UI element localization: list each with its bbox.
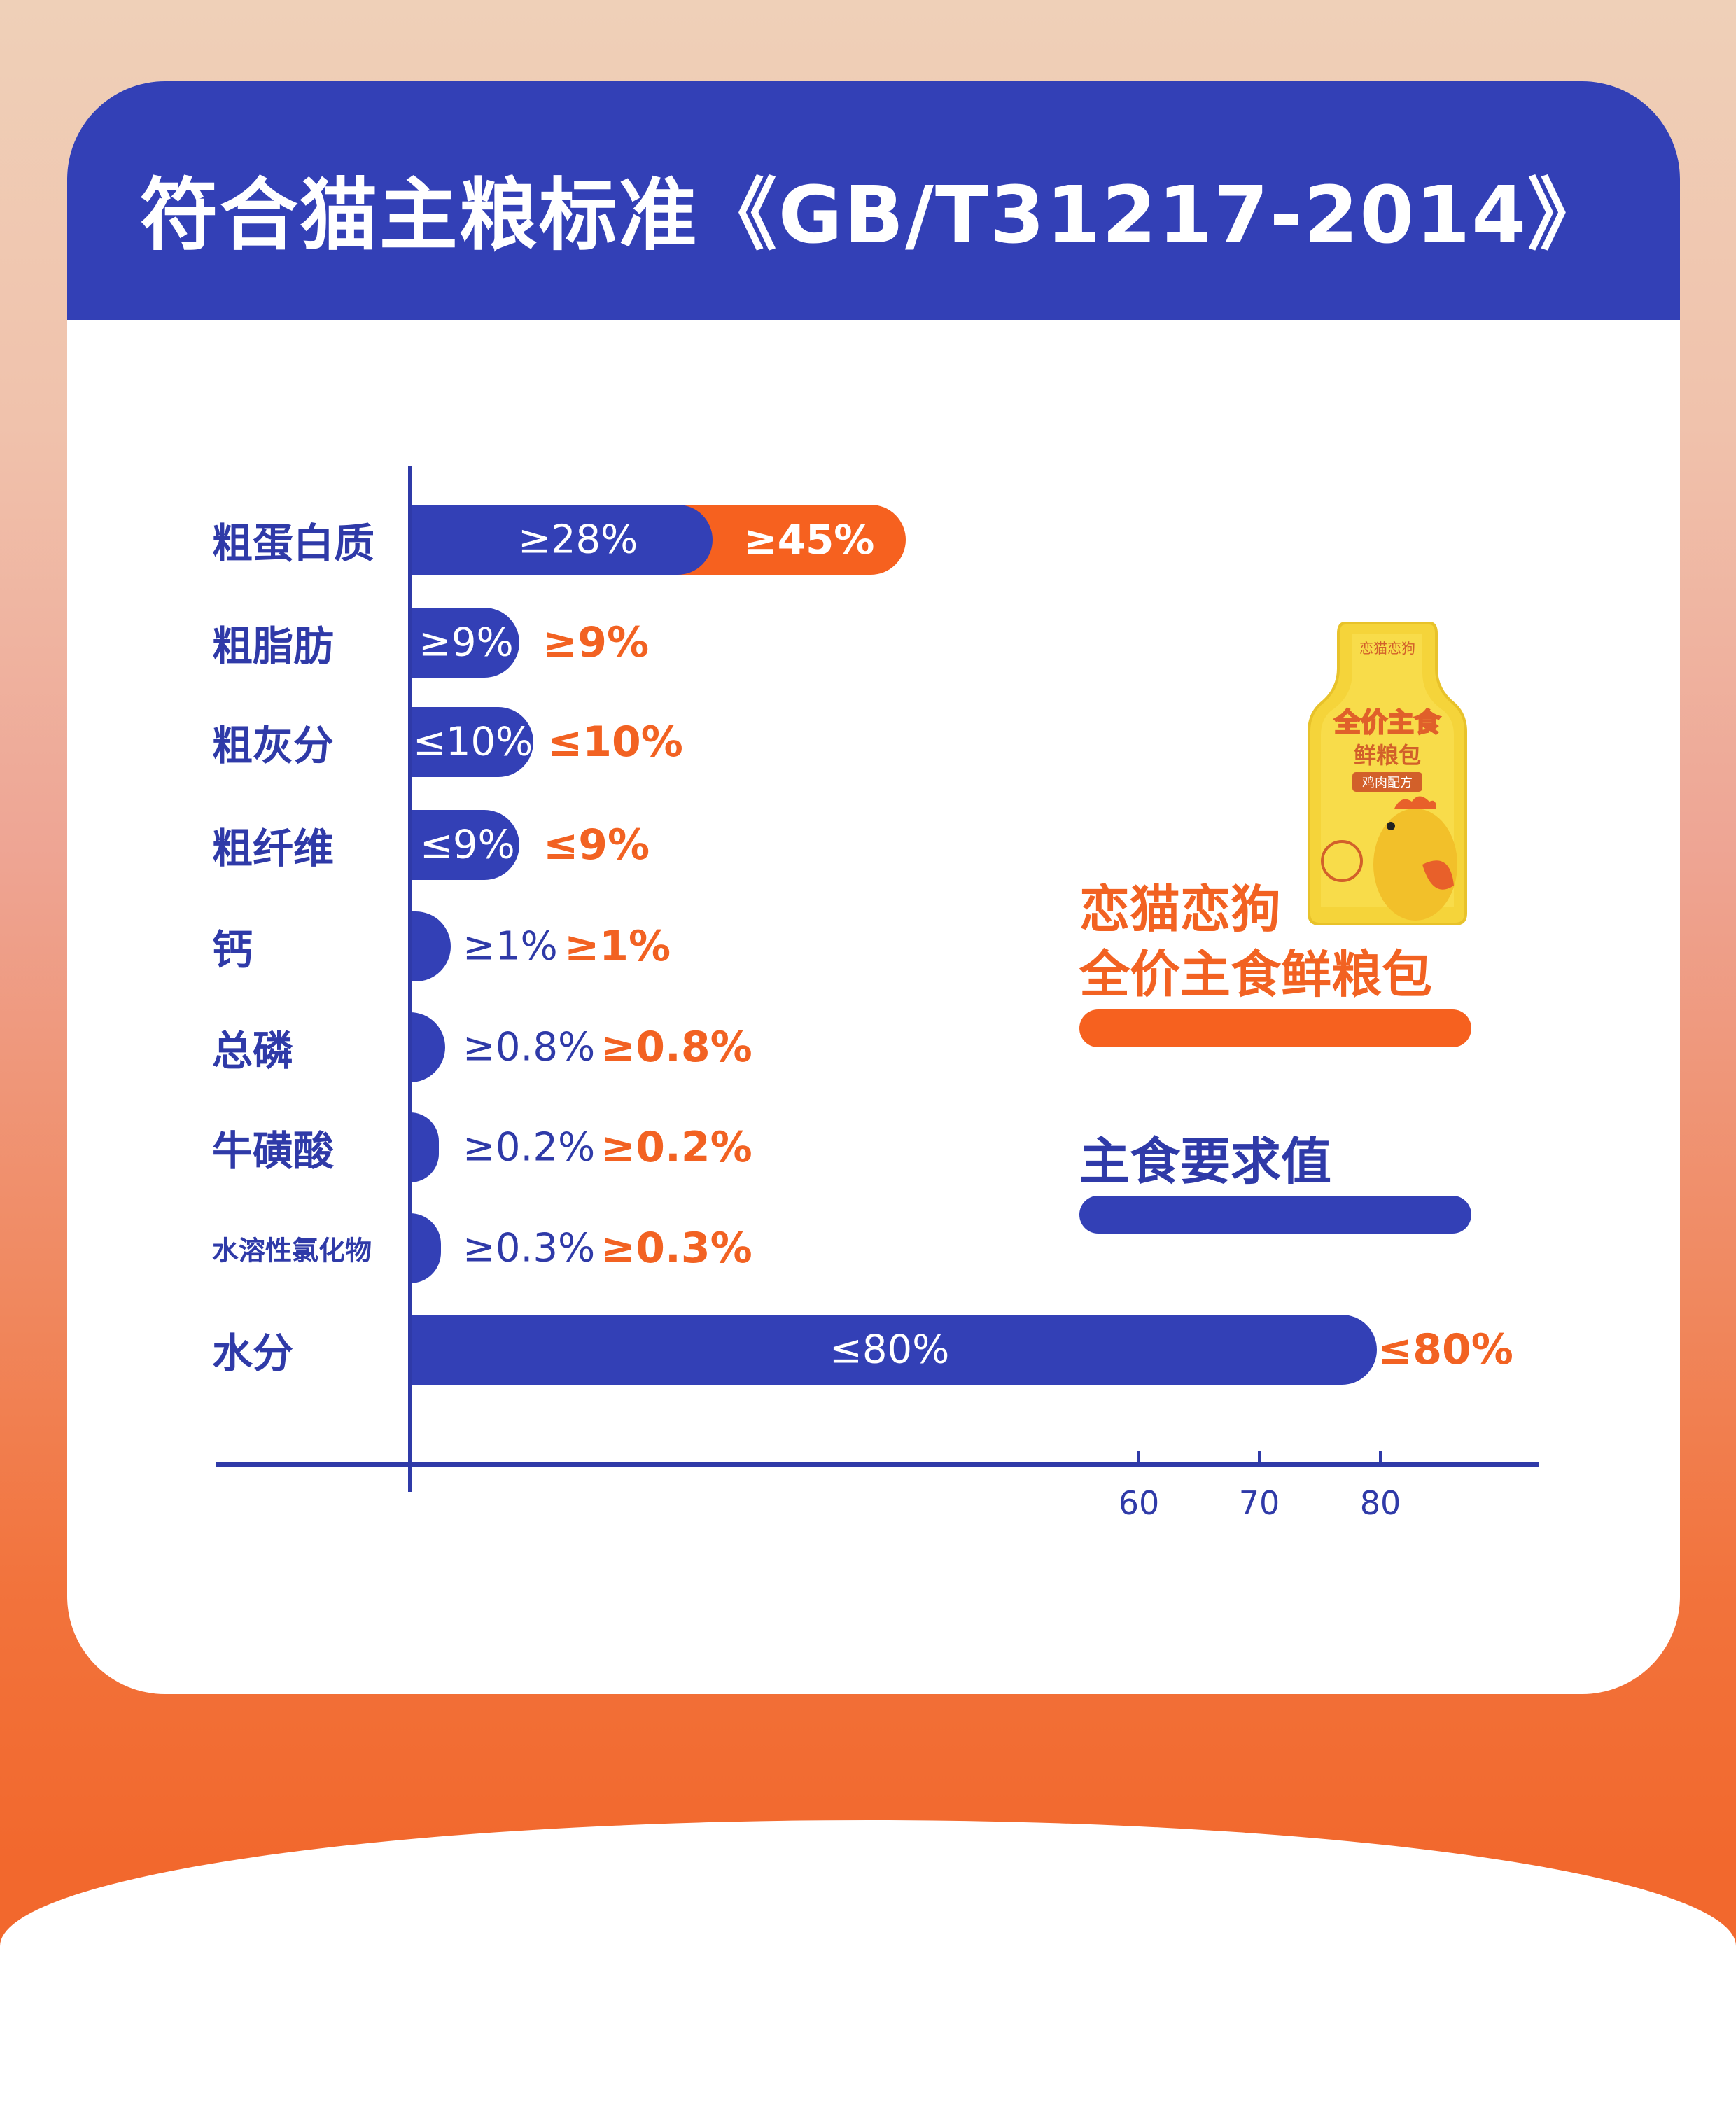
- standard-value-label: ≥28%: [518, 517, 638, 563]
- card-header: 符合猫主粮标准《GB/T31217-2014》: [67, 81, 1680, 320]
- standard-value-label: ≥1%: [463, 923, 558, 970]
- product-value-label: ≥45%: [743, 516, 875, 564]
- page-title: 符合猫主粮标准《GB/T31217-2014》: [139, 169, 1608, 261]
- legend-product-swatch: [1079, 1009, 1471, 1047]
- category-label: 粗脂肪: [212, 622, 335, 670]
- y-axis: [408, 466, 412, 1492]
- x-axis: [216, 1462, 1539, 1467]
- standard-value-label: ≤9%: [420, 822, 515, 868]
- pouch-name: 全价主食: [1334, 707, 1441, 738]
- x-tick: [1258, 1451, 1261, 1465]
- legend-standard-swatch: [1079, 1196, 1471, 1234]
- x-tick-label: 80: [1359, 1484, 1401, 1522]
- standard-value-label: ≤10%: [413, 719, 533, 765]
- category-label: 粗蛋白质: [212, 519, 375, 567]
- standard-value-label: ≤80%: [830, 1327, 950, 1373]
- standard-value-label: ≥0.3%: [463, 1225, 596, 1271]
- category-label: 水溶性氯化物: [212, 1235, 372, 1266]
- bar-standard: [410, 505, 713, 575]
- category-label: 粗灰分: [212, 722, 335, 769]
- category-label: 钙: [212, 926, 253, 974]
- category-label: 牛磺酸: [212, 1127, 335, 1175]
- pouch-subname: 鲜粮包: [1354, 742, 1421, 769]
- product-value-label: ≥1%: [564, 922, 671, 971]
- legend-standard-label: 主食要求值: [1079, 1132, 1332, 1191]
- category-label: 总磷: [212, 1027, 294, 1075]
- bar-standard: [410, 707, 533, 777]
- product-value-label: ≥0.3%: [601, 1224, 752, 1273]
- legend-product-line2: 全价主食鲜粮包: [1079, 945, 1433, 1004]
- category-label: 粗纤维: [212, 825, 335, 872]
- product-value-label: ≥0.8%: [601, 1023, 752, 1072]
- product-value-label: ≤9%: [543, 820, 650, 869]
- category-label: 水分: [212, 1329, 294, 1377]
- x-tick-label: 60: [1118, 1484, 1160, 1522]
- pouch-brand: 恋猫恋狗: [1359, 640, 1415, 657]
- product-value-label: ≥0.2%: [601, 1123, 752, 1172]
- bar-standard: [410, 1315, 1377, 1385]
- legend-product-line1: 恋猫恋狗: [1079, 880, 1282, 939]
- bottom-white-curve: [0, 1820, 1736, 2117]
- product-value-label: ≤10%: [547, 718, 683, 767]
- bar-standard: [410, 608, 519, 678]
- bar-standard: [410, 810, 519, 880]
- product-value-label: ≥9%: [542, 618, 650, 667]
- x-tick: [1138, 1451, 1140, 1465]
- pouch-tag: 鸡肉配方: [1362, 776, 1413, 790]
- standard-value-label: ≥9%: [419, 620, 514, 666]
- product-pouch-image: 恋猫恋狗 全价主食 鲜粮包 鸡肉配方: [1303, 620, 1471, 928]
- x-tick-label: 70: [1238, 1484, 1280, 1522]
- product-value-label: ≤80%: [1378, 1325, 1513, 1374]
- x-tick: [1379, 1451, 1382, 1465]
- standard-value-label: ≥0.2%: [463, 1124, 596, 1171]
- standard-value-label: ≥0.8%: [463, 1024, 596, 1070]
